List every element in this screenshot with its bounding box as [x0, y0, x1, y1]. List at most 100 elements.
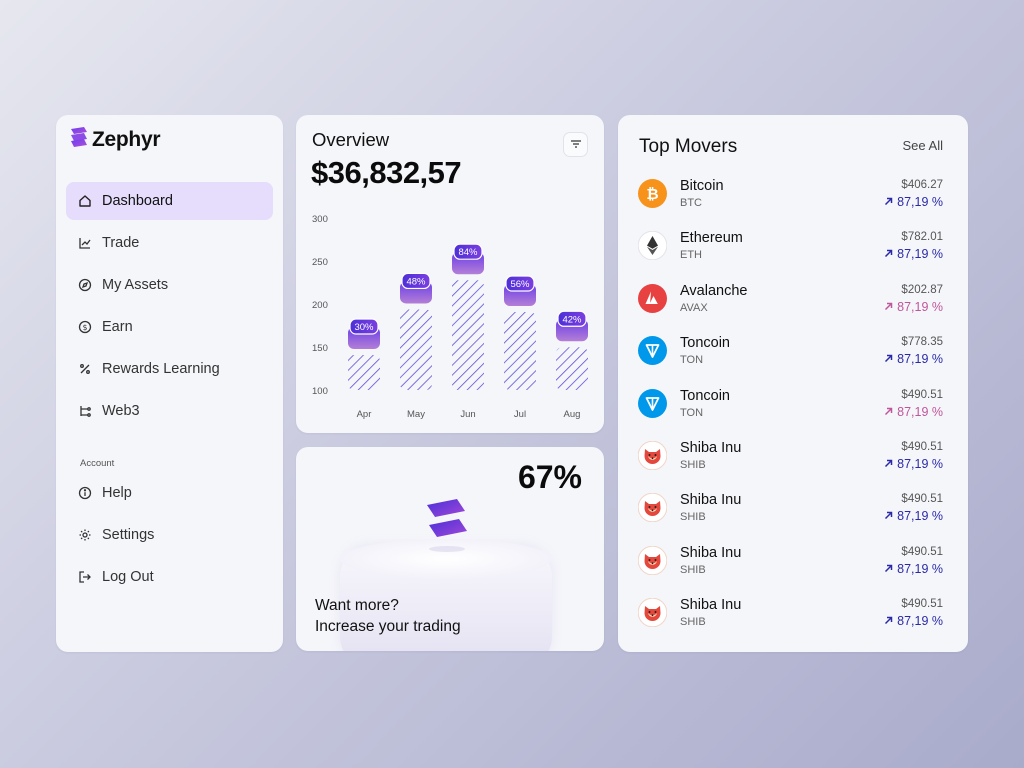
top-movers-title: Top Movers [639, 136, 738, 157]
sidebar-item-label: Web3 [102, 403, 140, 419]
coin-price: $490.51 [901, 598, 943, 611]
mover-row-shib[interactable]: Shiba Inu SHIB $490.51 87,19 % [638, 596, 943, 636]
coin-symbol: SHIB [680, 616, 706, 629]
y-tick-label: 100 [312, 386, 328, 397]
shiba-inu-icon [638, 598, 667, 628]
coin-change: 87,19 % [884, 352, 943, 366]
trend-arrow-icon [884, 509, 893, 523]
promo-percent: 67% [517, 459, 582, 495]
coin-name: Toncoin [680, 387, 730, 404]
bar-label-pill [505, 275, 535, 292]
coin-change: 87,19 % [884, 195, 943, 209]
sidebar-item-settings[interactable]: Settings [66, 516, 273, 554]
coin-price: $406.27 [901, 179, 943, 191]
bar-aug[interactable] [556, 347, 588, 390]
sidebar-item-web3[interactable]: Web3 [66, 392, 273, 430]
sidebar-item-label: Settings [102, 527, 155, 543]
trend-arrow-icon [884, 562, 893, 576]
coin-change: 87,19 % [884, 300, 943, 314]
sidebar-item-log-out[interactable]: Log Out [66, 558, 273, 596]
sidebar-item-earn[interactable]: $ Earn [66, 308, 273, 346]
sidebar-item-help[interactable]: Help [66, 474, 273, 512]
bar-label-pill [349, 318, 379, 335]
sidebar-item-label: My Assets [102, 277, 169, 293]
top-movers-card: Top Movers See All ₿ Bitcoin BTC $406.27 87,… [618, 115, 968, 652]
mover-row-eth[interactable]: Ethereum ETH $782.01 87,19 % [638, 229, 943, 269]
mover-row-btc[interactable]: ₿ Bitcoin BTC $406.27 87,19 % [638, 177, 943, 217]
zephyr-logo-3d-icon [423, 497, 471, 558]
coin-price: $490.51 [901, 493, 943, 506]
x-tick-label: Apr [357, 409, 372, 420]
sidebar-item-dashboard[interactable]: Dashboard [66, 182, 273, 220]
y-tick-label: 250 [312, 257, 328, 268]
coin-change: 87,19 % [884, 562, 943, 576]
home-icon [78, 194, 92, 208]
sidebar-item-my-assets[interactable]: My Assets [66, 266, 273, 304]
y-tick-label: 200 [312, 300, 328, 311]
mover-row-ton[interactable]: Toncoin TON $490.51 87,19 % [638, 387, 943, 427]
coin-price: $778.35 [901, 336, 943, 349]
bar-may[interactable] [400, 309, 432, 390]
sidebar-item-label: Rewards Learning [102, 361, 220, 377]
sidebar-item-trade[interactable]: Trade [66, 224, 273, 262]
coin-name: Ethereum [680, 230, 743, 247]
coin-price: $490.51 [901, 545, 943, 558]
trend-arrow-icon [884, 247, 893, 261]
bar-data-label: 42% [562, 314, 582, 325]
toncoin-icon [638, 388, 667, 418]
coin-symbol: SHIB [680, 563, 706, 576]
coin-price: $490.51 [901, 441, 943, 453]
coin-name: Shiba Inu [680, 597, 742, 614]
mover-row-shib[interactable]: Shiba Inu SHIB $490.51 87,19 % [638, 491, 943, 531]
coin-symbol: TON [680, 406, 704, 419]
bar-data-label: 56% [510, 279, 530, 290]
mover-row-avax[interactable]: Avalanche AVAX $202.87 87,19 % [638, 282, 943, 322]
coin-change-value: 87,19 % [897, 457, 943, 471]
sidebar-item-rewards-learning[interactable]: Rewards Learning [66, 350, 273, 388]
filter-button[interactable] [563, 132, 588, 157]
trend-arrow-icon [884, 457, 893, 471]
shiba-inu-icon [638, 545, 667, 575]
coin-symbol: AVAX [680, 301, 708, 314]
mover-row-shib[interactable]: Shiba Inu SHIB $490.51 87,19 % [638, 544, 943, 584]
avalanche-icon [638, 283, 667, 313]
coin-change: 87,19 % [884, 614, 943, 628]
bar-jul[interactable] [504, 312, 536, 390]
trend-arrow-icon [884, 195, 893, 209]
coin-change-value: 87,19 % [897, 352, 943, 367]
mover-row-shib[interactable]: Shiba Inu SHIB $490.51 87,19 % [638, 439, 943, 479]
overview-card: Overview $36,832,57 100 150 200 250 300 30% Ap… [296, 115, 604, 433]
bar-label-pill [401, 272, 431, 290]
brand-logo[interactable]: Zephyr [70, 127, 161, 152]
bar-data-label: 48% [406, 276, 426, 287]
compass-icon [78, 278, 92, 292]
see-all-link[interactable]: See All [902, 138, 943, 153]
bar-apr[interactable] [348, 355, 380, 390]
trend-arrow-icon [884, 300, 893, 314]
coin-price: $782.01 [901, 231, 943, 244]
dollar-circle-icon: $ [78, 320, 92, 334]
bitcoin-icon: ₿ [638, 179, 667, 208]
sidebar-item-label: Help [102, 485, 132, 501]
coin-name: Bitcoin [680, 178, 724, 194]
mover-row-ton[interactable]: Toncoin TON $778.35 87,19 % [638, 334, 943, 374]
bar-jun[interactable] [452, 280, 484, 390]
y-tick-label: 150 [312, 343, 328, 354]
coin-change: 87,19 % [884, 457, 943, 471]
coin-name: Shiba Inu [680, 492, 742, 509]
bar-label-pill [453, 243, 483, 260]
x-tick-label: Jun [460, 409, 475, 420]
overview-amount: $36,832,57 [311, 155, 462, 190]
gear-icon [78, 528, 92, 542]
hierarchy-icon [78, 404, 92, 418]
coin-symbol: SHIB [680, 459, 706, 471]
sidebar-item-label: Earn [102, 319, 133, 335]
trend-arrow-icon [884, 352, 893, 366]
coin-change-value: 87,19 % [897, 561, 943, 576]
coin-name: Shiba Inu [680, 544, 742, 561]
promo-card[interactable]: 67% Want more? Increase your trading [296, 447, 604, 651]
trend-arrow-icon [884, 405, 893, 419]
overview-title: Overview [312, 129, 390, 150]
svg-text:$: $ [83, 323, 88, 332]
logout-icon [78, 570, 92, 584]
